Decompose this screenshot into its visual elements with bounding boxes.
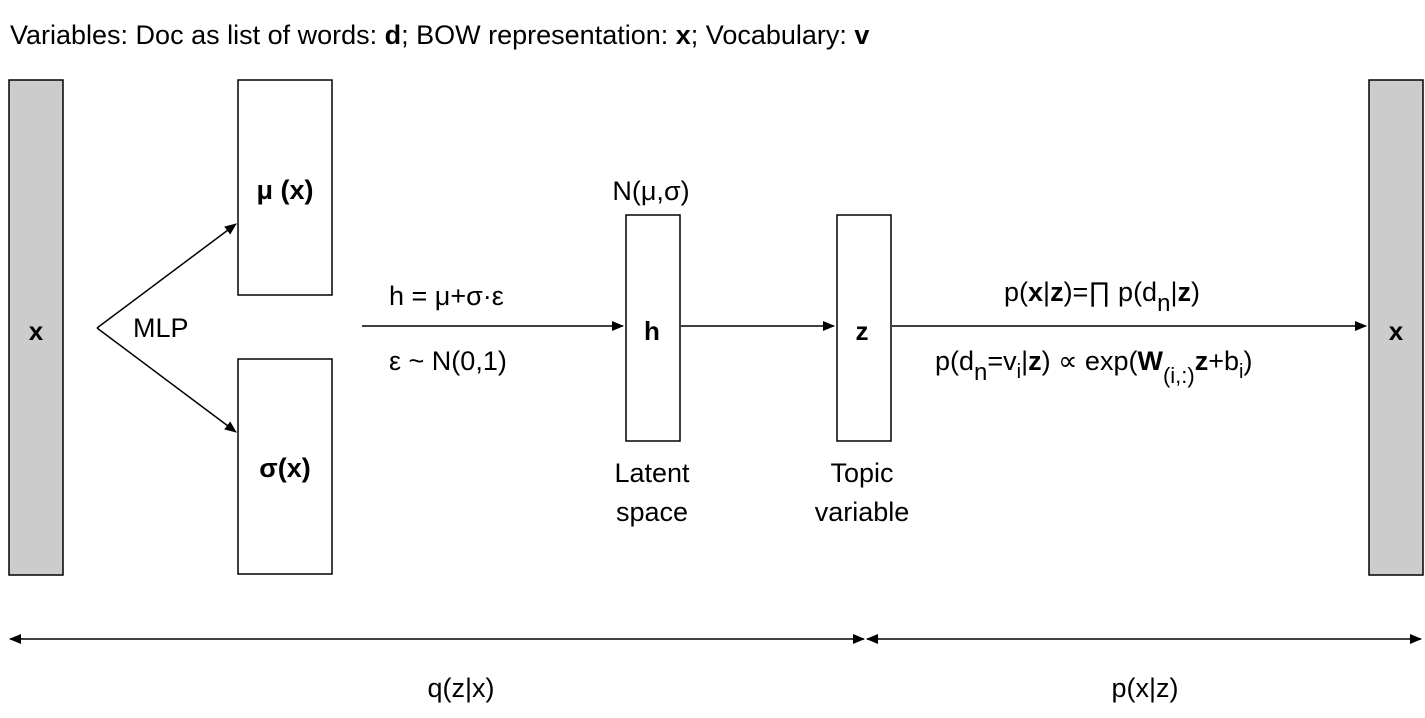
sigma-label: σ(x) bbox=[259, 453, 310, 483]
q-label: q(z|x) bbox=[427, 673, 494, 703]
z-box bbox=[836, 214, 892, 442]
output-x-label: x bbox=[1389, 316, 1404, 346]
h-label: h bbox=[644, 316, 660, 346]
n-mu-sigma-label: N(μ,σ) bbox=[612, 176, 689, 206]
topic-label-line1: Topic bbox=[830, 458, 893, 488]
mlp-to-sigma-arrow bbox=[96, 327, 237, 433]
mlp-label: MLP bbox=[133, 313, 189, 343]
output-x-bar bbox=[1368, 79, 1424, 576]
input-x-label: x bbox=[29, 316, 44, 346]
mlp-to-mu-arrow bbox=[96, 223, 237, 329]
h-box bbox=[625, 214, 681, 442]
latent-label-line2: space bbox=[616, 497, 688, 527]
reparam-bottom-label: ε ~ N(0,1) bbox=[389, 346, 507, 376]
mu-box bbox=[237, 79, 333, 296]
sigma-box bbox=[237, 358, 333, 575]
likelihood-formula: p(x|z)=∏ p(dn|z) bbox=[1004, 277, 1200, 317]
input-x-bar bbox=[8, 79, 64, 576]
mu-label: μ (x) bbox=[256, 175, 313, 205]
word-prob-formula: p(dn=vi|z) ∝ exp(W(i,:)z+bi) bbox=[935, 346, 1252, 388]
z-label: z bbox=[856, 316, 869, 346]
topic-label-line2: variable bbox=[815, 497, 910, 527]
header-text: Variables: Doc as list of words: d; BOW … bbox=[10, 20, 869, 50]
p-label: p(x|z) bbox=[1111, 673, 1178, 703]
latent-label-line1: Latent bbox=[614, 458, 690, 488]
reparam-top-label: h = μ+σ·ε bbox=[389, 281, 504, 311]
